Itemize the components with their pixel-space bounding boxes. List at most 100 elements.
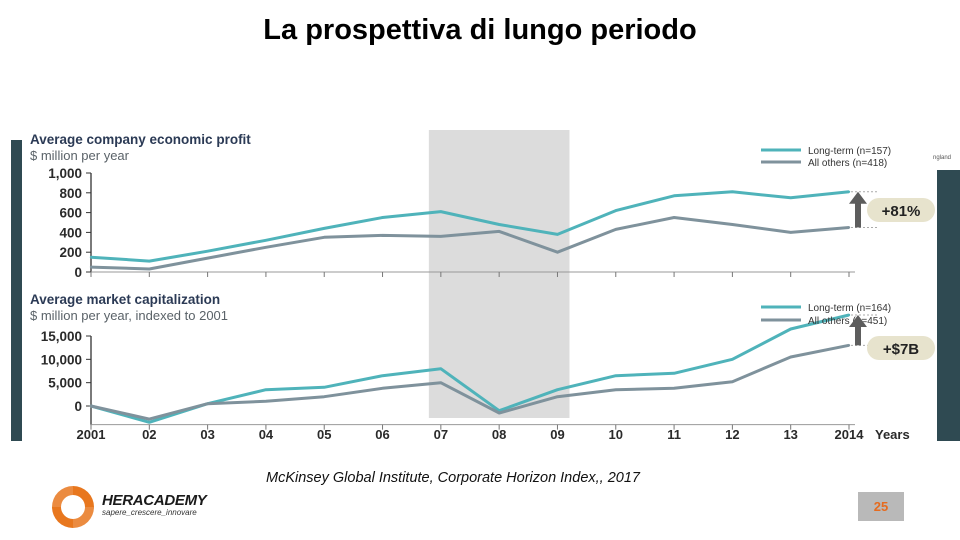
data-point (672, 387, 676, 390)
data-point (264, 239, 268, 242)
chart-figure: ngland Average company economic profit $ m… (11, 130, 960, 441)
gap-arrow-up-icon (849, 315, 867, 327)
x-tick-label: 06 (375, 427, 389, 441)
x-tick-label: 11 (667, 427, 681, 441)
y-tick-label: 5,000 (48, 376, 82, 391)
logo-tagline: sapere_crescere_innovare (102, 508, 197, 517)
y-tick-label: 800 (59, 186, 82, 201)
data-point (847, 190, 851, 194)
data-point (323, 236, 326, 239)
x-tick-label: 13 (783, 427, 797, 441)
y-tick-label: 200 (59, 245, 82, 260)
data-point (206, 256, 209, 260)
data-point (497, 411, 501, 415)
callout-pill (867, 336, 935, 360)
slide-title: La prospettiva di lungo periodo (263, 14, 697, 46)
data-point (323, 227, 326, 230)
x-tick-label: 08 (492, 427, 506, 441)
y-tick-label: 0 (74, 265, 82, 280)
x-tick-label: 2014 (835, 427, 865, 441)
data-point (323, 386, 326, 389)
data-point (789, 196, 792, 199)
data-point (148, 259, 151, 263)
x-tick-label: 2001 (77, 427, 106, 441)
y-tick-label: 15,000 (41, 329, 82, 344)
x-tick-label: 09 (550, 427, 564, 441)
data-point (789, 327, 792, 331)
data-point (614, 228, 617, 231)
callout-value: +81% (882, 203, 921, 220)
data-point (381, 387, 384, 390)
chart-subtitle: $ million per year, indexed to 2001 (30, 308, 228, 323)
gap-arrow-shaft (855, 325, 861, 346)
series-line-long-term (90, 313, 850, 424)
y-tick-label: 0 (74, 399, 82, 414)
callout-pill (867, 198, 935, 222)
data-point (614, 209, 617, 212)
data-point (381, 234, 384, 237)
chart-title: Average market capitalization (30, 292, 220, 307)
data-point (614, 374, 617, 377)
x-tick-label: 12 (725, 427, 739, 441)
legend-label: All others (n=418) (808, 158, 887, 169)
gap-arrow-shaft (855, 201, 861, 228)
data-point (206, 402, 209, 405)
data-point (556, 388, 559, 391)
heracademy-logo: HERACADEMY sapere_crescere_innovare (48, 482, 268, 532)
data-point (847, 226, 851, 229)
data-point (148, 267, 151, 271)
chart-title: Average company economic profit (30, 132, 251, 147)
data-point (731, 190, 734, 194)
background-fragment-text: ngland (933, 155, 951, 161)
data-point (381, 374, 384, 377)
data-point (672, 372, 676, 375)
data-point (206, 250, 209, 253)
data-point (614, 388, 617, 391)
x-tick-label: 10 (609, 427, 623, 441)
series-line-all-others (90, 216, 850, 271)
logo-name: HERACADEMY (102, 492, 207, 509)
data-point (556, 395, 559, 398)
data-point (148, 417, 151, 421)
data-point (89, 404, 93, 408)
data-point (148, 421, 151, 424)
data-point (556, 233, 559, 236)
callout-value: +$7B (883, 341, 919, 358)
source-citation: McKinsey Global Institute, Corporate Hor… (266, 470, 640, 486)
chart-subtitle: $ million per year (30, 148, 130, 163)
data-point (439, 235, 443, 238)
data-point (847, 313, 851, 317)
data-point (264, 400, 268, 403)
series-line-all-others (90, 343, 850, 421)
data-point (439, 210, 443, 213)
data-point (731, 358, 734, 361)
background-fragment-box (921, 140, 960, 170)
x-tick-label: 02 (142, 427, 156, 441)
right-side-panel (937, 140, 960, 441)
data-point (89, 255, 93, 259)
legend-label: Long-term (n=164) (808, 303, 891, 314)
x-tick-label: 04 (259, 427, 274, 441)
left-side-panel (11, 140, 22, 441)
x-tick-label: 05 (317, 427, 331, 441)
data-point (264, 388, 268, 391)
y-tick-label: 400 (59, 225, 82, 240)
data-point (789, 231, 792, 234)
data-point (731, 380, 734, 383)
x-axis-label: Years (875, 427, 910, 441)
y-tick-label: 600 (59, 206, 82, 221)
data-point (89, 265, 93, 269)
x-tick-label: 03 (200, 427, 214, 441)
data-point (731, 223, 734, 226)
data-point (439, 367, 443, 370)
legend-label: Long-term (n=157) (808, 146, 891, 157)
data-point (497, 223, 501, 226)
page-number: 25 (858, 492, 904, 521)
x-tick-label: 07 (434, 427, 448, 441)
data-point (264, 246, 268, 249)
legend-label: All others (n=451) (808, 316, 887, 327)
y-tick-label: 1,000 (48, 166, 82, 181)
data-point (439, 381, 443, 384)
data-point (847, 344, 851, 347)
